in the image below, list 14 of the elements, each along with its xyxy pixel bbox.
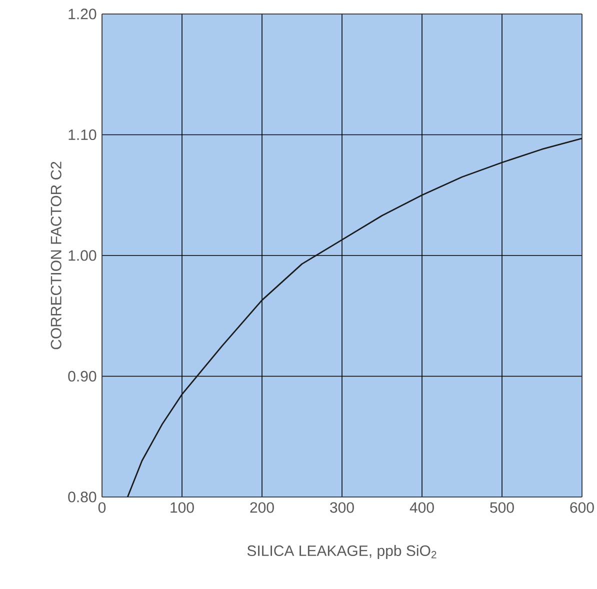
x-axis-title: SILICA LEAKAGE, ppb SiO$_{2}$ bbox=[247, 545, 436, 559]
x-tick-label: 300 bbox=[330, 502, 354, 513]
x-tick-label: 600 bbox=[570, 502, 594, 513]
y-tick-label: 0.90 bbox=[68, 370, 96, 382]
x-tick-label: 100 bbox=[170, 502, 194, 513]
y-tick-label: 0.80 bbox=[68, 492, 96, 502]
x-tick-label: 400 bbox=[410, 502, 434, 513]
y-tick-label: 1.00 bbox=[68, 250, 96, 261]
x-tick-label: 200 bbox=[250, 502, 274, 513]
x-tick-label: 500 bbox=[490, 502, 514, 513]
x-tick-label: 0 bbox=[98, 502, 106, 513]
y-axis-title: CORRECTION FACTOR C2 bbox=[50, 162, 62, 350]
y-tick-label: 1.20 bbox=[68, 8, 96, 20]
y-tick-label: 1.10 bbox=[68, 129, 96, 140]
